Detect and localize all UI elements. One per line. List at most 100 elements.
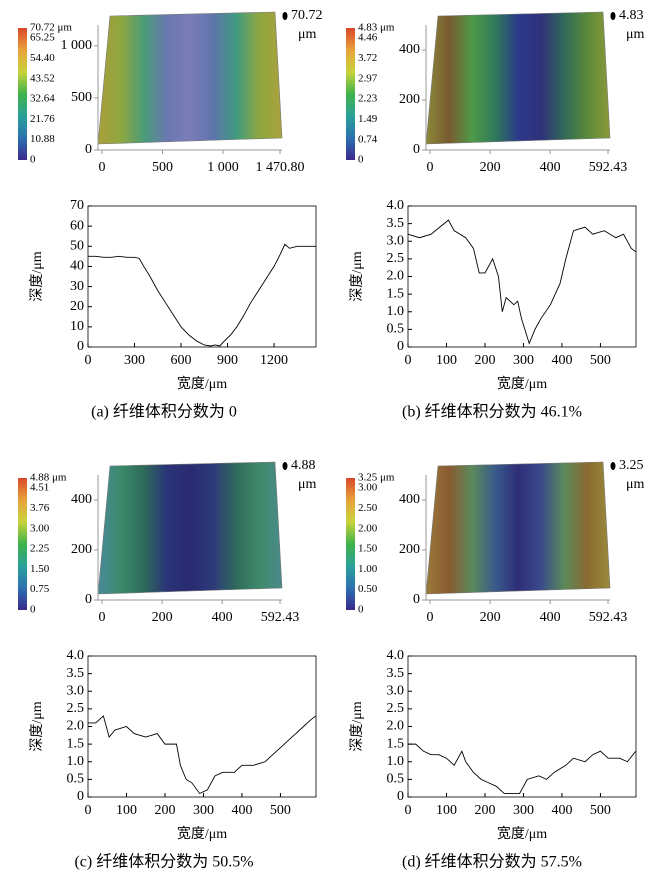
surface-image xyxy=(425,461,611,595)
colorbar-tick-label: 0.50 xyxy=(358,583,378,595)
x-tick-label: 1200 xyxy=(260,353,288,368)
surface-image xyxy=(97,461,283,595)
x-tick-label: 200 xyxy=(154,803,175,818)
x-tick-label: 0 xyxy=(99,610,106,625)
colorbar-tick-label: 0 xyxy=(30,154,36,166)
z-max-label: 70.72 xyxy=(291,8,323,23)
x-tick-label: 592.43 xyxy=(589,610,628,625)
y-tick-label: 1.5 xyxy=(387,286,405,301)
colorbar-tick-label: 65.25 xyxy=(30,32,55,44)
colorbar-tick-label: 1.49 xyxy=(358,113,378,125)
colorbar xyxy=(346,28,355,160)
y-tick-label: 0 xyxy=(85,592,92,607)
colorbar-tick-label: 0 xyxy=(30,604,36,616)
z-max-label: 3.25 xyxy=(619,458,644,473)
y-tick-label: 0 xyxy=(77,339,84,354)
y-axis-label: 深度/μm xyxy=(349,251,365,301)
x-tick-label: 400 xyxy=(551,803,572,818)
colorbar-tick-label: 54.40 xyxy=(30,52,55,64)
y-tick-label: 2.0 xyxy=(67,719,85,734)
y-tick-label: 60 xyxy=(70,218,84,233)
x-tick-label: 400 xyxy=(540,610,561,625)
z-unit-label: μm xyxy=(298,477,317,492)
colorbar-tick-label: 21.76 xyxy=(30,113,55,125)
x-tick-label: 900 xyxy=(217,353,238,368)
y-tick-label: 0.5 xyxy=(387,772,405,787)
colorbar xyxy=(18,478,27,610)
x-tick-label: 600 xyxy=(171,353,192,368)
colorbar-tick-label: 1.50 xyxy=(358,543,378,555)
x-tick-label: 0 xyxy=(405,803,412,818)
colorbar-tick-label: 4.46 xyxy=(358,32,378,44)
y-tick-label: 0 xyxy=(85,142,92,157)
plot-frame xyxy=(407,655,637,798)
y-tick-label: 4.0 xyxy=(387,648,405,663)
y-tick-label: 3.0 xyxy=(387,683,405,698)
y-tick-label: 2.5 xyxy=(387,251,405,266)
y-tick-label: 3.0 xyxy=(67,683,85,698)
x-axis-label: 宽度/μm xyxy=(497,375,547,392)
y-tick-label: 200 xyxy=(399,542,420,557)
x-tick-label: 500 xyxy=(152,160,173,175)
x-tick-label: 500 xyxy=(270,803,291,818)
x-tick-label: 1 000 xyxy=(207,160,239,175)
x-tick-label: 100 xyxy=(116,803,137,818)
colorbar-tick-label: 2.23 xyxy=(358,93,378,105)
profile-line xyxy=(88,715,317,795)
z-unit-label: μm xyxy=(298,27,317,42)
x-tick-label: 400 xyxy=(540,160,561,175)
y-tick-label: 0 xyxy=(77,789,84,804)
x-tick-label: 0 xyxy=(427,160,434,175)
x-tick-label: 200 xyxy=(480,610,501,625)
plot-frame xyxy=(407,205,637,348)
x-tick-label: 300 xyxy=(513,353,534,368)
y-tick-label: 2.5 xyxy=(387,701,405,716)
x-tick-label: 400 xyxy=(212,610,233,625)
caption: (d) 纤维体积分数为 57.5% xyxy=(402,853,582,871)
y-tick-label: 0 xyxy=(413,592,420,607)
z-marker xyxy=(610,462,616,470)
y-tick-label: 400 xyxy=(399,42,420,57)
z-unit-label: μm xyxy=(626,477,645,492)
y-tick-label: 50 xyxy=(70,239,84,254)
y-tick-label: 30 xyxy=(70,279,84,294)
colorbar-tick-label: 0.75 xyxy=(30,583,50,595)
x-tick-label: 0 xyxy=(85,803,92,818)
z-marker xyxy=(610,12,616,20)
z-marker xyxy=(282,12,288,20)
colorbar-tick-label: 3.00 xyxy=(358,482,378,494)
x-tick-label: 592.43 xyxy=(261,610,300,625)
x-tick-label: 592.43 xyxy=(589,160,628,175)
y-tick-label: 2.0 xyxy=(387,269,405,284)
profile-line xyxy=(408,743,637,794)
plot-frame xyxy=(87,655,317,798)
colorbar-tick-label: 2.25 xyxy=(30,543,50,555)
colorbar-tick-label: 0 xyxy=(358,604,364,616)
colorbar-tick-label: 4.83 μm xyxy=(358,22,395,34)
y-tick-label: 0 xyxy=(397,789,404,804)
colorbar-tick-label: 0.74 xyxy=(358,133,378,145)
colorbar-tick-label: 2.50 xyxy=(358,502,378,514)
x-tick-label: 200 xyxy=(480,160,501,175)
z-unit-label: μm xyxy=(626,27,645,42)
x-axis-label: 宽度/μm xyxy=(177,825,227,842)
x-tick-label: 0 xyxy=(427,610,434,625)
y-tick-label: 0.5 xyxy=(387,322,405,337)
y-tick-label: 400 xyxy=(71,492,92,507)
x-axis-label: 宽度/μm xyxy=(497,825,547,842)
x-tick-label: 500 xyxy=(590,353,611,368)
y-axis-label: 深度/μm xyxy=(349,701,365,751)
colorbar-tick-label: 43.52 xyxy=(30,72,55,84)
y-tick-label: 0 xyxy=(413,142,420,157)
x-tick-label: 200 xyxy=(474,353,495,368)
colorbar-tick-label: 1.50 xyxy=(30,563,50,575)
colorbar-tick-label: 3.25 μm xyxy=(358,472,395,484)
y-tick-label: 200 xyxy=(71,542,92,557)
colorbar-tick-label: 2.97 xyxy=(358,72,378,84)
x-tick-label: 200 xyxy=(474,803,495,818)
y-tick-label: 1.0 xyxy=(387,304,405,319)
surface-image xyxy=(97,11,283,145)
colorbar-tick-label: 3.00 xyxy=(30,522,50,534)
y-tick-label: 4.0 xyxy=(387,198,405,213)
